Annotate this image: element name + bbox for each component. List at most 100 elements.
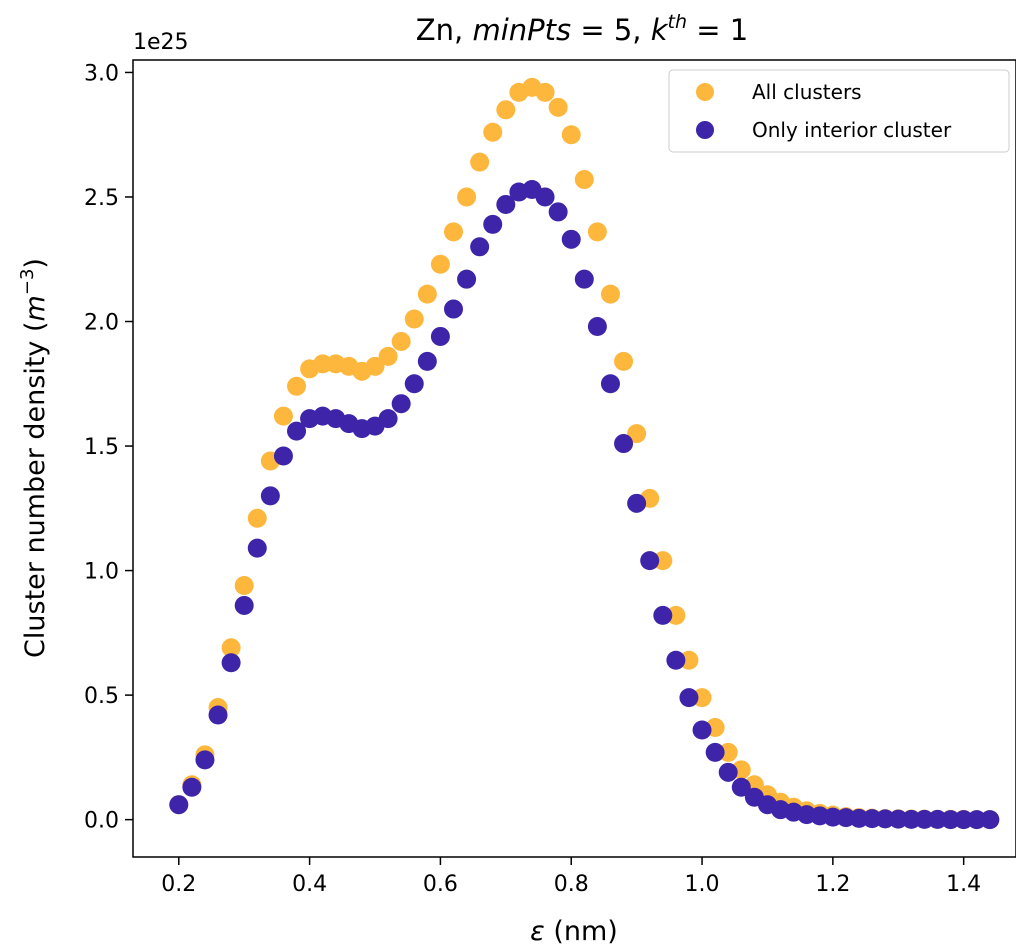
y-tick-label: 2.0: [84, 311, 119, 336]
x-tick-label: 1.2: [815, 872, 850, 897]
point-only-interior-cluster: [587, 317, 607, 336]
y-axis-label: Cluster number density (m−3): [17, 258, 51, 658]
x-tick-label: 0.6: [423, 872, 458, 897]
y-offset-text: 1e25: [133, 30, 189, 55]
x-axis-label-symbol: ε: [530, 916, 545, 947]
point-all-clusters: [417, 284, 437, 304]
legend-marker-only-interior-cluster: [696, 121, 714, 139]
plot-frame: [132, 59, 1016, 858]
y-axis-label-exp: −3: [17, 269, 38, 296]
point-only-interior-cluster: [535, 187, 555, 207]
point-only-interior-cluster: [247, 538, 267, 558]
point-only-interior-cluster: [627, 493, 647, 513]
point-all-clusters: [600, 284, 620, 304]
legend-box: [668, 69, 1010, 153]
point-only-interior-cluster: [731, 777, 751, 797]
title-minpts-eq: = 5,: [571, 13, 651, 47]
point-only-interior-cluster: [496, 194, 516, 214]
point-only-interior-cluster: [287, 421, 307, 441]
point-all-clusters: [614, 351, 634, 371]
x-tick-label: 0.4: [292, 872, 327, 897]
point-only-interior-cluster: [273, 446, 293, 466]
x-tick-label: 0.8: [554, 872, 589, 897]
point-only-interior-cluster: [666, 650, 686, 670]
point-only-interior-cluster: [901, 809, 921, 829]
point-all-clusters: [378, 346, 398, 366]
point-all-clusters: [313, 354, 333, 374]
x-tick-label: 1.4: [946, 872, 981, 897]
point-only-interior-cluster: [914, 809, 934, 829]
legend: All clusters Only interior cluster: [668, 69, 1010, 153]
point-only-interior-cluster: [378, 409, 398, 429]
point-all-clusters: [548, 97, 568, 117]
point-only-interior-cluster: [404, 374, 424, 394]
x-axis-label: ε (nm): [530, 916, 618, 947]
point-all-clusters: [587, 222, 607, 242]
point-only-interior-cluster: [692, 720, 712, 740]
point-only-interior-cluster: [195, 750, 215, 770]
point-only-interior-cluster: [470, 237, 490, 257]
point-only-interior-cluster: [600, 374, 620, 394]
point-all-clusters: [561, 125, 581, 145]
y-axis-label-close: ): [20, 258, 51, 269]
point-only-interior-cluster: [444, 299, 463, 319]
y-axis-label-m: m: [20, 295, 51, 321]
point-all-clusters: [247, 508, 267, 528]
legend-label-all-clusters: All clusters: [752, 80, 862, 104]
point-all-clusters: [653, 551, 673, 571]
point-all-clusters: [404, 309, 424, 329]
title-k-sup: th: [668, 11, 688, 33]
legend-marker-all-clusters: [696, 83, 714, 101]
point-all-clusters: [234, 576, 254, 596]
title-k: k: [651, 13, 669, 47]
point-only-interior-cluster: [182, 777, 202, 797]
series-only-interior-cluster: [169, 180, 1000, 830]
point-all-clusters: [679, 650, 699, 670]
point-all-clusters: [444, 222, 463, 242]
point-all-clusters: [692, 688, 712, 708]
point-only-interior-cluster: [561, 229, 581, 249]
point-only-interior-cluster: [208, 705, 228, 725]
point-all-clusters: [221, 638, 241, 658]
point-only-interior-cluster: [574, 269, 594, 289]
point-only-interior-cluster: [980, 810, 1000, 830]
point-only-interior-cluster: [169, 795, 189, 815]
title-prefix: Zn,: [416, 13, 473, 47]
y-tick-label: 0.5: [84, 684, 119, 709]
legend-label-only-interior-cluster: Only interior cluster: [752, 118, 952, 142]
chart-title: Zn, minPts = 5, kth = 1: [416, 11, 748, 47]
point-only-interior-cluster: [417, 351, 437, 371]
y-axis-ticks: 0.0 0.5 1.0 1.5 2.0 2.5 3.0: [84, 61, 133, 834]
y-tick-label: 1.5: [84, 435, 119, 460]
point-only-interior-cluster: [967, 810, 987, 830]
x-axis-ticks: 0.2 0.4 0.6 0.8 1.0 1.2 1.4: [161, 857, 981, 897]
point-all-clusters: [483, 122, 503, 142]
point-all-clusters: [496, 100, 516, 120]
point-only-interior-cluster: [234, 595, 254, 615]
y-axis-label-main: Cluster number density (: [20, 321, 51, 658]
point-only-interior-cluster: [221, 653, 241, 673]
x-tick-label: 0.2: [161, 872, 196, 897]
point-only-interior-cluster: [718, 762, 738, 782]
y-tick-label: 0.0: [84, 809, 119, 834]
y-tick-label: 3.0: [84, 61, 119, 86]
point-only-interior-cluster: [260, 486, 280, 506]
point-only-interior-cluster: [430, 326, 450, 346]
data-points: [169, 77, 1000, 830]
point-only-interior-cluster: [941, 810, 961, 830]
point-all-clusters: [666, 605, 686, 625]
point-all-clusters: [365, 356, 385, 376]
point-only-interior-cluster: [679, 688, 699, 708]
series-all-clusters: [169, 77, 1000, 830]
point-only-interior-cluster: [640, 551, 660, 571]
point-only-interior-cluster: [548, 202, 568, 222]
point-all-clusters: [574, 170, 594, 190]
point-all-clusters: [430, 254, 450, 274]
point-only-interior-cluster: [483, 214, 503, 234]
point-all-clusters: [627, 424, 647, 444]
y-tick-label: 2.5: [84, 186, 119, 211]
title-k-eq: = 1: [687, 13, 748, 47]
point-only-interior-cluster: [954, 810, 974, 830]
x-axis-label-unit: (nm): [545, 916, 618, 947]
